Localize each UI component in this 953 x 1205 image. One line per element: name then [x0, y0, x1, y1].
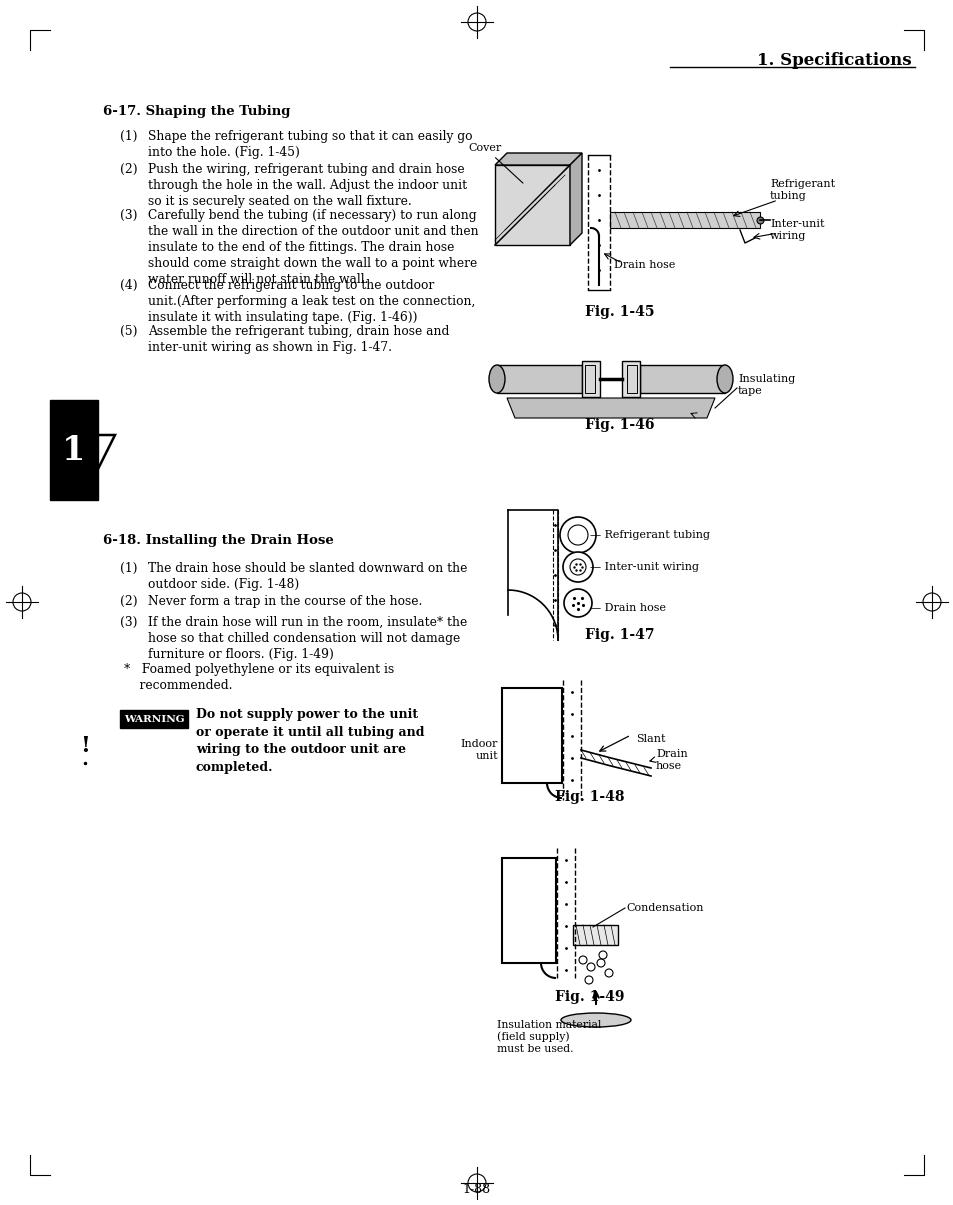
- Bar: [584, 365, 595, 393]
- Text: Drain hose: Drain hose: [614, 260, 675, 270]
- Text: Condensation: Condensation: [625, 903, 702, 913]
- Text: Insulating
tape: Insulating tape: [738, 375, 795, 395]
- Polygon shape: [569, 153, 581, 245]
- Text: Assemble the refrigerant tubing, drain hose and
inter-unit wiring as shown in Fi: Assemble the refrigerant tubing, drain h…: [148, 324, 449, 353]
- Text: — Drain hose: — Drain hose: [589, 602, 665, 613]
- Bar: [495, 165, 569, 245]
- Bar: [501, 858, 556, 963]
- Ellipse shape: [717, 365, 732, 393]
- Bar: [50, 400, 98, 500]
- Text: Fig. 1-47: Fig. 1-47: [584, 628, 654, 642]
- Text: 1: 1: [62, 434, 86, 466]
- Circle shape: [586, 963, 595, 971]
- Circle shape: [597, 959, 604, 966]
- Bar: [581, 362, 599, 396]
- Polygon shape: [495, 153, 581, 165]
- Circle shape: [578, 956, 586, 964]
- Circle shape: [569, 559, 585, 575]
- Text: Insulation material
(field supply)
must be used.: Insulation material (field supply) must …: [497, 1019, 600, 1054]
- Text: Cover: Cover: [468, 143, 522, 183]
- Circle shape: [562, 552, 593, 582]
- Circle shape: [584, 976, 593, 984]
- Text: Inter-unit
wiring: Inter-unit wiring: [769, 219, 823, 241]
- Text: Indoor
unit: Indoor unit: [460, 739, 497, 760]
- Bar: [626, 365, 637, 393]
- Text: (2): (2): [120, 163, 137, 176]
- Text: 6-18. Installing the Drain Hose: 6-18. Installing the Drain Hose: [103, 534, 334, 547]
- Text: Fig. 1-46: Fig. 1-46: [584, 418, 654, 433]
- Text: — Inter-unit wiring: — Inter-unit wiring: [589, 562, 699, 572]
- Text: Never form a trap in the course of the hose.: Never form a trap in the course of the h…: [148, 595, 422, 609]
- Text: Slant: Slant: [636, 734, 665, 743]
- Text: 6-17. Shaping the Tubing: 6-17. Shaping the Tubing: [103, 105, 290, 118]
- Bar: [573, 925, 618, 945]
- Text: (1): (1): [120, 562, 137, 575]
- Text: (4): (4): [120, 280, 137, 292]
- Bar: [497, 365, 581, 393]
- Text: *   Foamed polyethylene or its equivalent is
    recommended.: * Foamed polyethylene or its equivalent …: [124, 663, 394, 692]
- Text: !: !: [80, 735, 90, 757]
- Text: Fig. 1-45: Fig. 1-45: [584, 305, 654, 319]
- Text: Shape the refrigerant tubing so that it can easily go
into the hole. (Fig. 1-45): Shape the refrigerant tubing so that it …: [148, 130, 472, 159]
- Bar: [621, 362, 639, 396]
- Text: Connect the refrigerant tubing to the outdoor
unit.(After performing a leak test: Connect the refrigerant tubing to the ou…: [148, 280, 475, 324]
- Text: Fig. 1-49: Fig. 1-49: [555, 991, 624, 1004]
- Text: (3): (3): [120, 616, 137, 629]
- Text: Refrigerant
tubing: Refrigerant tubing: [769, 180, 834, 201]
- Text: — Refrigerant tubing: — Refrigerant tubing: [589, 530, 709, 540]
- Text: (5): (5): [120, 324, 137, 337]
- Circle shape: [598, 951, 606, 959]
- Text: The drain hose should be slanted downward on the
outdoor side. (Fig. 1-48): The drain hose should be slanted downwar…: [148, 562, 467, 590]
- Text: WARNING: WARNING: [124, 715, 184, 723]
- Text: 1. Specifications: 1. Specifications: [757, 52, 911, 69]
- Ellipse shape: [560, 1013, 630, 1027]
- Text: Carefully bend the tubing (if necessary) to run along
the wall in the direction : Carefully bend the tubing (if necessary)…: [148, 208, 478, 286]
- Text: 1-88: 1-88: [462, 1183, 491, 1197]
- Text: Push the wiring, refrigerant tubing and drain hose
through the hole in the wall.: Push the wiring, refrigerant tubing and …: [148, 163, 467, 208]
- Bar: [609, 212, 760, 228]
- Circle shape: [567, 525, 587, 545]
- Text: Do not supply power to the unit
or operate it until all tubing and
wiring to the: Do not supply power to the unit or opera…: [195, 709, 424, 774]
- Text: If the drain hose will run in the room, insulate* the
hose so that chilled conde: If the drain hose will run in the room, …: [148, 616, 467, 660]
- Text: (2): (2): [120, 595, 137, 609]
- Polygon shape: [506, 398, 714, 418]
- Bar: [639, 365, 724, 393]
- Bar: [120, 710, 188, 728]
- Circle shape: [563, 589, 592, 617]
- Circle shape: [604, 969, 613, 977]
- Text: (3): (3): [120, 208, 137, 222]
- Text: Drain
hose: Drain hose: [656, 750, 687, 771]
- Text: (1): (1): [120, 130, 137, 143]
- Text: Fig. 1-48: Fig. 1-48: [555, 790, 624, 804]
- Circle shape: [559, 517, 596, 553]
- Bar: [501, 688, 561, 783]
- Ellipse shape: [489, 365, 504, 393]
